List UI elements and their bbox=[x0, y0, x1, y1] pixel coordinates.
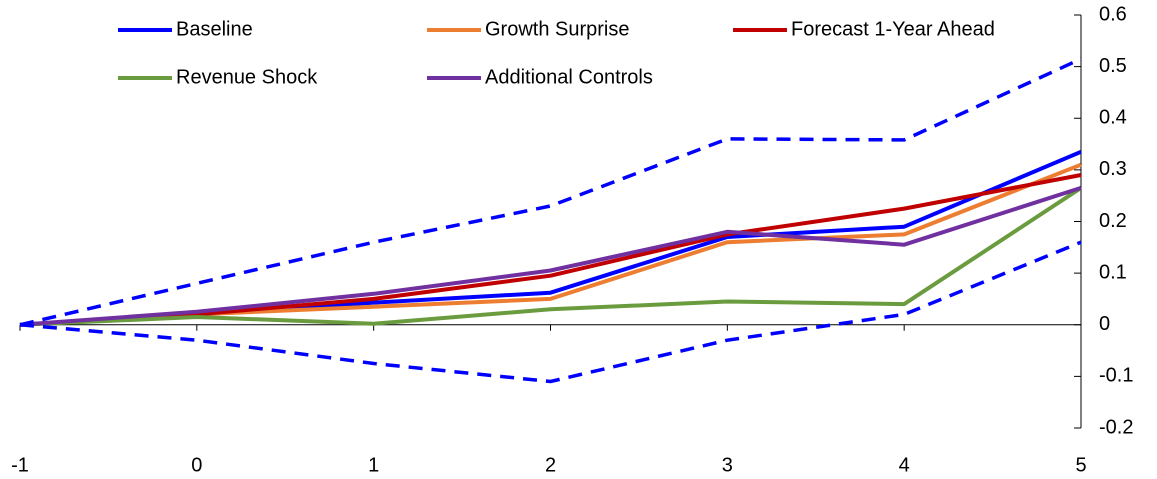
legend-label: Additional Controls bbox=[485, 66, 653, 88]
confidence-band bbox=[19, 240, 1082, 384]
y-tick-label: -0.1 bbox=[1099, 365, 1133, 387]
line-series bbox=[19, 186, 1083, 327]
y-tick-label: 0.5 bbox=[1099, 55, 1127, 77]
x-tick-label: 2 bbox=[545, 454, 556, 476]
y-tick-label: 0 bbox=[1099, 313, 1110, 335]
x-tick-label: 3 bbox=[722, 454, 733, 476]
x-tick-label: 5 bbox=[1075, 454, 1086, 476]
legend-label: Baseline bbox=[176, 18, 253, 40]
y-tick-label: 0.6 bbox=[1099, 3, 1127, 25]
y-tick-label: 0.3 bbox=[1099, 158, 1127, 180]
x-tick-label: 4 bbox=[899, 454, 910, 476]
x-tick-label: 1 bbox=[368, 454, 379, 476]
confidence-band bbox=[19, 57, 1082, 327]
x-tick-label: 0 bbox=[191, 454, 202, 476]
y-tick-label: -0.2 bbox=[1099, 416, 1133, 438]
y-tick-label: 0.4 bbox=[1099, 107, 1127, 129]
legend-label: Growth Surprise bbox=[485, 18, 630, 40]
line-series bbox=[19, 173, 1082, 327]
legend-label: Forecast 1-Year Ahead bbox=[791, 18, 995, 40]
legend-label: Revenue Shock bbox=[176, 66, 318, 88]
x-tick-label: -1 bbox=[11, 454, 29, 476]
line-series bbox=[19, 162, 1082, 327]
y-tick-label: 0.1 bbox=[1099, 261, 1127, 283]
line-series bbox=[19, 185, 1082, 327]
y-tick-label: 0.2 bbox=[1099, 210, 1127, 232]
